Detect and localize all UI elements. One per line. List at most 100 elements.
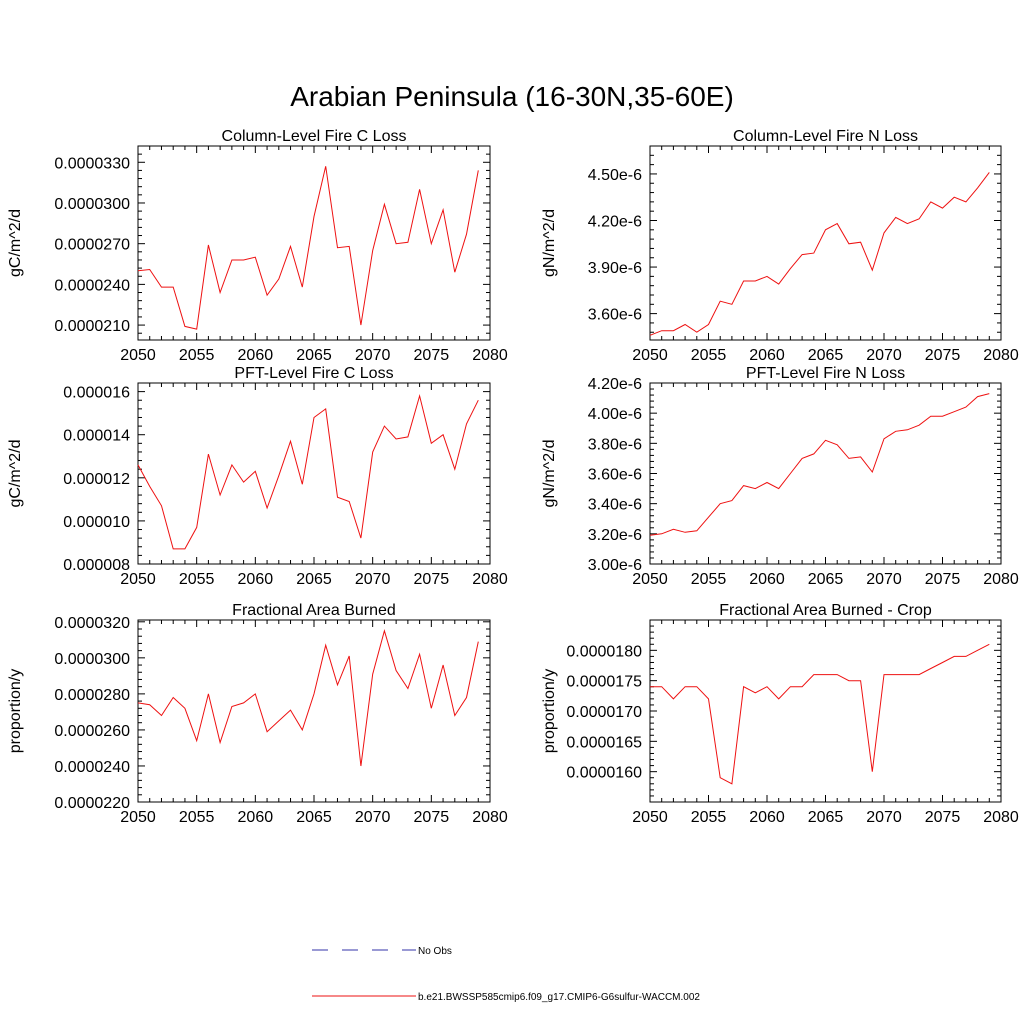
- x-tick-label: 2055: [691, 809, 727, 826]
- x-tick-label: 2070: [355, 809, 391, 826]
- x-tick-label: 2055: [691, 347, 727, 364]
- y-tick-label: 3.00e-6: [588, 557, 642, 574]
- series-line: [649, 172, 990, 336]
- x-tick-label: 2080: [472, 809, 508, 826]
- y-tick-label: 4.20e-6: [588, 213, 642, 230]
- y-axis-label: proportion/y: [541, 669, 558, 754]
- plot-frame: [649, 382, 1002, 565]
- plot-frame: [649, 619, 1002, 803]
- y-tick-label: 3.90e-6: [588, 260, 642, 277]
- x-tick-label: 2075: [925, 809, 961, 826]
- y-tick-label: 0.0000320: [54, 615, 130, 632]
- y-axis-label: proportion/y: [7, 669, 24, 754]
- x-tick-label: 2070: [866, 571, 902, 588]
- y-tick-label: 0.0000220: [54, 795, 130, 812]
- legend: No Obs b.e21.BWSSP585cmip6.f09_g17.CMIP6…: [312, 946, 700, 1003]
- x-tick-label: 2050: [632, 571, 668, 588]
- x-tick-label: 2070: [355, 571, 391, 588]
- panel-5: Fractional Area Burned proportion/y 2050 20…: [7, 602, 508, 826]
- y-tick-label: 0.0000270: [54, 237, 130, 254]
- x-tick-label: 2055: [179, 571, 215, 588]
- x-tick-label: 2050: [120, 809, 156, 826]
- x-tick-label: 2060: [238, 347, 274, 364]
- panel-title: Fractional Area Burned: [232, 602, 396, 619]
- x-tick-label: 2065: [296, 347, 332, 364]
- x-tick-label: 2075: [414, 347, 450, 364]
- y-tick-label: 0.000012: [63, 471, 130, 488]
- x-tick-label: 2080: [472, 571, 508, 588]
- series-line: [137, 628, 479, 767]
- plot-frame: [137, 382, 491, 565]
- x-tick-label: 2060: [749, 347, 785, 364]
- x-tick-label: 2075: [925, 347, 961, 364]
- y-tick-label: 0.000008: [63, 557, 130, 574]
- x-tick-label: 2055: [179, 809, 215, 826]
- y-tick-label: 3.40e-6: [588, 497, 642, 514]
- y-axis-label: gC/m^2/d: [7, 440, 24, 508]
- x-tick-label: 2055: [179, 347, 215, 364]
- y-tick-label: 0.000010: [63, 514, 130, 531]
- y-tick-label: 0.0000160: [566, 765, 642, 782]
- x-tick-label: 2075: [414, 571, 450, 588]
- figure-title: Arabian Peninsula (16-30N,35-60E): [290, 81, 734, 112]
- y-tick-label: 4.00e-6: [588, 406, 642, 423]
- y-tick-label: 0.0000240: [54, 759, 130, 776]
- y-axis-label: gN/m^2/d: [541, 440, 558, 508]
- y-tick-label: 0.0000300: [54, 651, 130, 668]
- panel-3: PFT-Level Fire C Loss gC/m^2/d 2050 2055 206…: [7, 365, 508, 588]
- x-tick-label: 2065: [296, 571, 332, 588]
- x-tick-label: 2075: [925, 571, 961, 588]
- series-line: [137, 166, 479, 330]
- x-tick-label: 2060: [749, 571, 785, 588]
- x-tick-label: 2050: [632, 809, 668, 826]
- y-tick-label: 4.50e-6: [588, 167, 642, 184]
- panel-2: Column-Level Fire N Loss gN/m^2/d 2050 2055…: [541, 128, 1019, 364]
- panels: Column-Level Fire C Loss gC/m^2/d 2050 2055…: [7, 128, 1019, 826]
- y-tick-label: 0.0000240: [54, 277, 130, 294]
- series-line: [650, 643, 990, 785]
- y-tick-label: 0.000014: [63, 428, 130, 445]
- y-tick-label: 0.0000260: [54, 723, 130, 740]
- panel-1: Column-Level Fire C Loss gC/m^2/d 2050 2055…: [7, 128, 508, 364]
- y-tick-label: 0.0000175: [566, 674, 642, 691]
- y-tick-label: 0.0000280: [54, 687, 130, 704]
- y-tick-label: 3.80e-6: [588, 436, 642, 453]
- series-line: [649, 393, 990, 536]
- x-tick-label: 2075: [414, 809, 450, 826]
- panel-4: PFT-Level Fire N Loss gN/m^2/d 2050 2055 206…: [541, 365, 1019, 588]
- y-tick-label: 0.0000165: [566, 734, 642, 751]
- y-tick-label: 0.000016: [63, 385, 130, 402]
- x-tick-label: 2050: [120, 347, 156, 364]
- x-tick-label: 2080: [472, 347, 508, 364]
- x-tick-label: 2060: [238, 809, 274, 826]
- x-tick-label: 2070: [866, 347, 902, 364]
- plot-frame: [137, 145, 491, 341]
- panel-title: Column-Level Fire C Loss: [222, 128, 407, 145]
- plot-frame: [137, 619, 491, 803]
- plot-frame: [649, 145, 1002, 341]
- y-tick-label: 3.20e-6: [588, 527, 642, 544]
- y-axis-label: gN/m^2/d: [541, 209, 558, 277]
- x-tick-label: 2055: [691, 571, 727, 588]
- panel-title: Column-Level Fire N Loss: [733, 128, 918, 145]
- x-tick-label: 2065: [808, 809, 844, 826]
- x-tick-label: 2065: [296, 809, 332, 826]
- series-line: [137, 393, 479, 550]
- y-axis-label: gC/m^2/d: [7, 209, 24, 277]
- panel-title: PFT-Level Fire C Loss: [234, 365, 393, 382]
- x-tick-label: 2060: [238, 571, 274, 588]
- x-tick-label: 2070: [355, 347, 391, 364]
- y-tick-label: 0.0000210: [54, 318, 130, 335]
- x-tick-label: 2070: [866, 809, 902, 826]
- x-tick-label: 2050: [120, 571, 156, 588]
- x-tick-label: 2065: [808, 571, 844, 588]
- y-tick-label: 0.0000330: [54, 155, 130, 172]
- x-tick-label: 2080: [983, 571, 1019, 588]
- y-tick-label: 0.0000170: [566, 704, 642, 721]
- panel-6: Fractional Area Burned - Crop proportion/…: [541, 602, 1019, 826]
- panel-title: Fractional Area Burned - Crop: [719, 602, 932, 619]
- x-tick-label: 2080: [983, 347, 1019, 364]
- x-tick-label: 2050: [632, 347, 668, 364]
- legend-label-no-obs: No Obs: [418, 946, 452, 957]
